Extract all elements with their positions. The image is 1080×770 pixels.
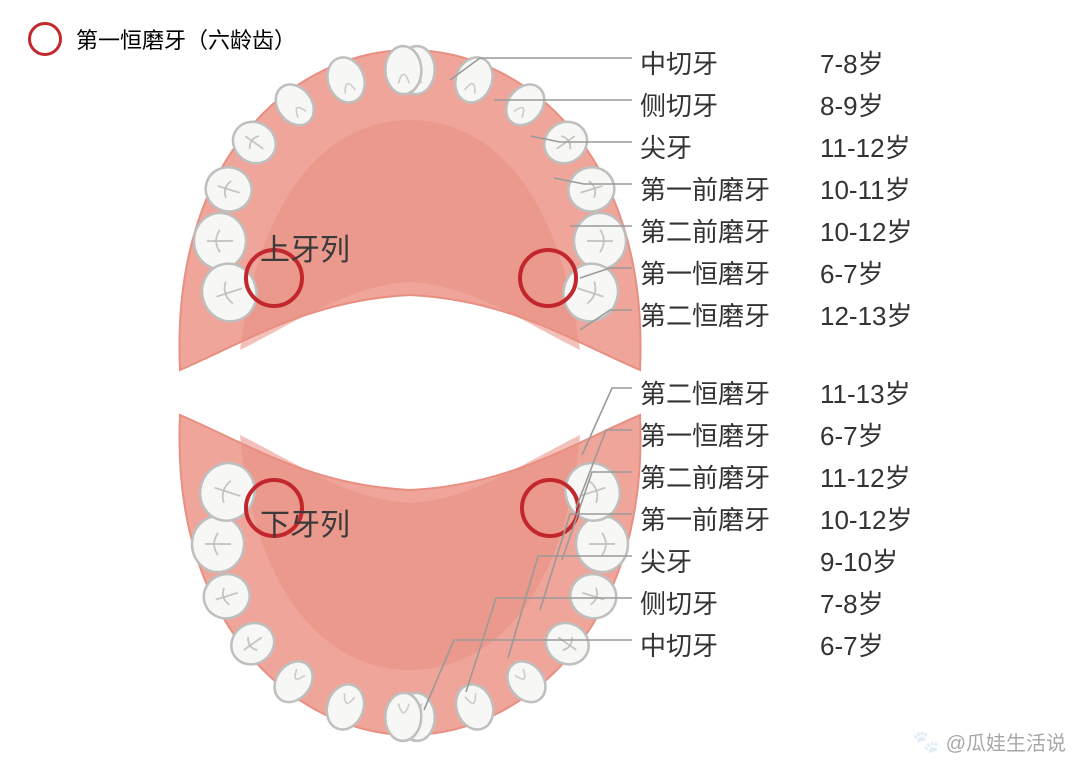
tooth-age: 12-13岁 [820,296,913,333]
tooth-name: 中切牙 [640,626,820,663]
tooth-age: 6-7岁 [820,416,884,453]
tooth-age: 10-12岁 [820,212,913,249]
tooth-label-row: 侧切牙8-9岁 [640,86,1060,123]
tooth-name: 第一前磨牙 [640,170,820,207]
tooth-name: 第一前磨牙 [640,500,820,537]
tooth-age: 11-12岁 [820,128,911,165]
tooth-label-row: 尖牙9-10岁 [640,542,1060,579]
tooth-label-row: 第二恒磨牙12-13岁 [640,296,1060,333]
tooth-name: 尖牙 [640,128,820,165]
tooth-name: 尖牙 [640,542,820,579]
paw-icon: 🐾 [912,729,939,755]
tooth-name: 第二前磨牙 [640,458,820,495]
tooth-label-row: 第一恒磨牙6-7岁 [640,254,1060,291]
tooth-age: 7-8岁 [820,44,884,81]
tooth-name: 中切牙 [640,44,820,81]
teeth-diagram [110,30,550,740]
tooth-age: 6-7岁 [820,626,884,663]
tooth-label-row: 中切牙6-7岁 [640,626,1060,663]
tooth-label-row: 第一前磨牙10-11岁 [640,170,1060,207]
tooth-name: 第一恒磨牙 [640,416,820,453]
tooth-age: 10-11岁 [820,170,911,207]
tooth-label-row: 第二前磨牙10-12岁 [640,212,1060,249]
tooth-name: 第二恒磨牙 [640,374,820,411]
legend-circle-icon [28,22,62,56]
tooth-label-row: 第二恒磨牙11-13岁 [640,374,1060,411]
tooth-age: 11-13岁 [820,374,911,411]
tooth-name: 侧切牙 [640,86,820,123]
lower-arch-label: 下牙列 [260,500,350,544]
tooth-label-row: 第一前磨牙10-12岁 [640,500,1060,537]
upper-arch-label: 上牙列 [260,225,350,269]
tooth-name: 第二前磨牙 [640,212,820,249]
tooth-age: 6-7岁 [820,254,884,291]
tooth-age: 11-12岁 [820,458,911,495]
tooth-age: 7-8岁 [820,584,884,621]
tooth-name: 第一恒磨牙 [640,254,820,291]
tooth-age: 8-9岁 [820,86,884,123]
tooth-label-row: 第二前磨牙11-12岁 [640,458,1060,495]
tooth-name: 第二恒磨牙 [640,296,820,333]
watermark-text: @瓜娃生活说 [946,727,1066,756]
tooth-name: 侧切牙 [640,584,820,621]
tooth-age: 9-10岁 [820,542,898,579]
watermark: 🐾 @瓜娃生活说 [912,727,1066,756]
tooth-label-row: 第一恒磨牙6-7岁 [640,416,1060,453]
tooth-label-row: 侧切牙7-8岁 [640,584,1060,621]
tooth-age: 10-12岁 [820,500,913,537]
tooth-label-row: 中切牙7-8岁 [640,44,1060,81]
teeth-svg [110,30,710,770]
tooth-label-row: 尖牙11-12岁 [640,128,1060,165]
